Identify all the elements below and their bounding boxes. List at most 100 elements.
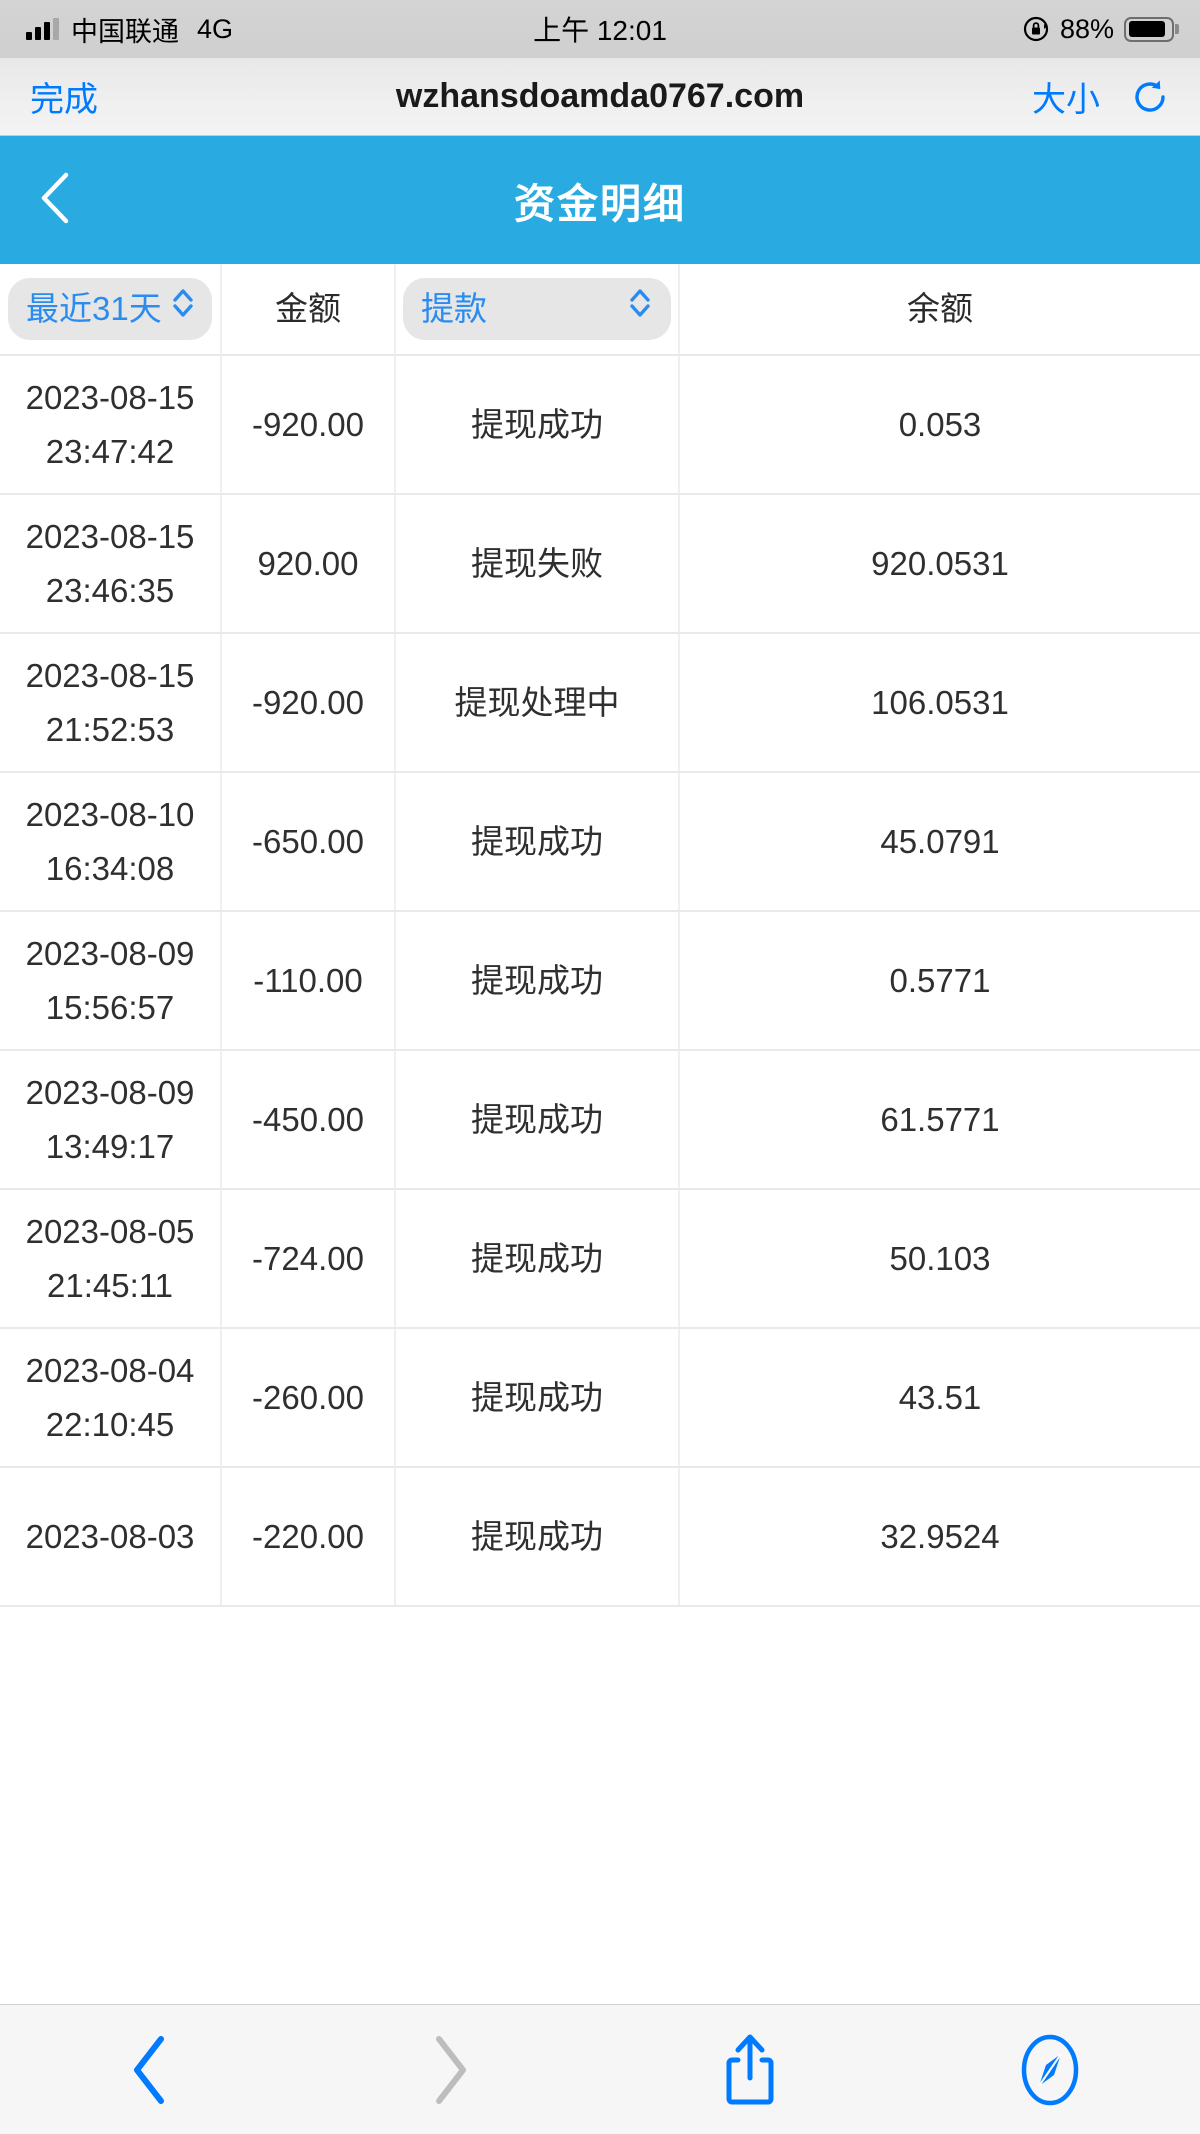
- cell-status: 提现成功: [396, 773, 680, 910]
- cell-date: 2023-08-10: [25, 796, 195, 834]
- balance-header-label: 余额: [907, 290, 973, 328]
- share-button[interactable]: [600, 2032, 900, 2108]
- date-range-dropdown[interactable]: 最近31天: [8, 278, 212, 340]
- carrier-label: 中国联通: [71, 16, 179, 47]
- cell-date: 2023-08-05: [25, 1213, 195, 1251]
- header-cell-amount: 金额: [222, 264, 396, 354]
- back-button[interactable]: [0, 171, 110, 230]
- cell-datetime: 2023-08-15 23:47:42: [0, 356, 222, 493]
- type-filter-label: 提款: [421, 290, 487, 328]
- chevron-left-icon: [128, 2034, 172, 2106]
- cell-date: 2023-08-09: [25, 935, 195, 973]
- type-filter-dropdown[interactable]: 提款: [403, 278, 671, 340]
- cell-status: 提现成功: [396, 1190, 680, 1327]
- cell-time: 13:49:17: [45, 1127, 175, 1165]
- cell-balance: 0.5771: [889, 961, 991, 999]
- network-type-label: 4G: [197, 13, 234, 44]
- ios-status-bar: 中国联通 4G 上午 12:01 88%: [0, 0, 1200, 58]
- table-row[interactable]: 2023-08-05 21:45:11 -724.00 提现成功 50.103: [0, 1190, 1200, 1329]
- table-row[interactable]: 2023-08-09 15:56:57 -110.00 提现成功 0.5771: [0, 912, 1200, 1051]
- cell-date: 2023-08-03: [25, 1517, 195, 1555]
- app-header: 资金明细: [0, 136, 1200, 264]
- cell-datetime: 2023-08-09 13:49:17: [0, 1051, 222, 1188]
- url-bar-right: 大小: [1032, 72, 1170, 121]
- cell-amount: -724.00: [222, 1190, 396, 1327]
- amount-header-label: 金额: [275, 290, 341, 328]
- cell-balance: 61.5771: [880, 1100, 1000, 1138]
- table-row[interactable]: 2023-08-04 22:10:45 -260.00 提现成功 43.51: [0, 1329, 1200, 1468]
- safari-bookmarks-button[interactable]: [900, 2032, 1200, 2108]
- cell-datetime: 2023-08-09 15:56:57: [0, 912, 222, 1049]
- cell-balance: 43.51: [898, 1378, 982, 1416]
- cell-time: 21:52:53: [45, 710, 175, 748]
- url-title[interactable]: wzhansdoamda0767.com: [395, 77, 805, 115]
- cell-status: 提现成功: [396, 912, 680, 1049]
- cell-datetime: 2023-08-15 23:46:35: [0, 495, 222, 632]
- table-header-row: 最近31天 金额 提款 余额: [0, 264, 1200, 356]
- safari-url-bar: 完成 wzhansdoamda0767.com 大小: [0, 58, 1200, 136]
- table-row[interactable]: 2023-08-15 21:52:53 -920.00 提现处理中 106.0531: [0, 634, 1200, 773]
- cell-date: 2023-08-09: [25, 1074, 195, 1112]
- reload-icon[interactable]: [1130, 77, 1170, 117]
- cell-balance: 0.053: [898, 405, 982, 443]
- rotation-lock-icon: [1022, 15, 1050, 43]
- cell-status: 提现成功: [396, 356, 680, 493]
- table-row[interactable]: 2023-08-03 -220.00 提现成功 32.9524: [0, 1468, 1200, 1607]
- cell-status: 提现成功: [396, 1468, 680, 1605]
- cell-status: 提现成功: [396, 1329, 680, 1466]
- table-row[interactable]: 2023-08-15 23:46:35 920.00 提现失败 920.0531: [0, 495, 1200, 634]
- header-cell-date: 最近31天: [0, 264, 222, 354]
- cell-time: 23:46:35: [45, 571, 175, 609]
- cell-balance: 32.9524: [880, 1517, 1000, 1555]
- table-row[interactable]: 2023-08-09 13:49:17 -450.00 提现成功 61.5771: [0, 1051, 1200, 1190]
- signal-bars-icon: [26, 18, 59, 40]
- cell-amount: 920.00: [222, 495, 396, 632]
- cell-datetime: 2023-08-05 21:45:11: [0, 1190, 222, 1327]
- cell-date: 2023-08-15: [25, 518, 195, 556]
- chevron-left-icon: [38, 171, 72, 230]
- cell-amount: -220.00: [222, 1468, 396, 1605]
- table-row[interactable]: 2023-08-10 16:34:08 -650.00 提现成功 45.0791: [0, 773, 1200, 912]
- done-button[interactable]: 完成: [30, 81, 98, 119]
- cell-datetime: 2023-08-15 21:52:53: [0, 634, 222, 771]
- table-row[interactable]: 2023-08-15 23:47:42 -920.00 提现成功 0.053: [0, 356, 1200, 495]
- cell-time: 21:45:11: [46, 1266, 173, 1304]
- share-icon: [722, 2032, 778, 2108]
- cell-time: 15:56:57: [45, 988, 175, 1026]
- status-bar-right: 88%: [1022, 14, 1174, 45]
- cell-status: 提现处理中: [396, 634, 680, 771]
- cell-balance: 920.0531: [871, 544, 1009, 582]
- cell-datetime: 2023-08-03: [0, 1468, 222, 1605]
- cell-status: 提现成功: [396, 1051, 680, 1188]
- cell-amount: -650.00: [222, 773, 396, 910]
- cell-status: 提现失败: [396, 495, 680, 632]
- header-cell-balance: 余额: [680, 264, 1200, 354]
- cell-date: 2023-08-15: [25, 379, 195, 417]
- battery-percent-label: 88%: [1059, 13, 1114, 44]
- cell-time: 23:47:42: [45, 432, 175, 470]
- nav-forward-button[interactable]: [300, 2034, 600, 2106]
- safari-bottom-toolbar: [0, 2004, 1200, 2134]
- cell-time: 16:34:08: [45, 849, 175, 887]
- cell-time: 22:10:45: [45, 1405, 175, 1443]
- cell-amount: -110.00: [222, 912, 396, 1049]
- cell-balance: 106.0531: [871, 683, 1009, 721]
- transactions-table[interactable]: 最近31天 金额 提款 余额 202: [0, 264, 1200, 2004]
- cell-amount: -450.00: [222, 1051, 396, 1188]
- date-range-label: 最近31天: [26, 290, 162, 328]
- compass-icon: [1019, 2032, 1081, 2108]
- nav-back-button[interactable]: [0, 2034, 300, 2106]
- cell-amount: -920.00: [222, 356, 396, 493]
- battery-icon: [1124, 16, 1174, 42]
- cell-amount: -920.00: [222, 634, 396, 771]
- table-body: 2023-08-15 23:47:42 -920.00 提现成功 0.053 2023-0…: [0, 356, 1200, 1607]
- chevron-updown-icon: [627, 283, 653, 334]
- cell-datetime: 2023-08-10 16:34:08: [0, 773, 222, 910]
- cell-date: 2023-08-04: [25, 1352, 195, 1390]
- chevron-right-icon: [428, 2034, 472, 2106]
- cell-balance: 45.0791: [880, 822, 1000, 860]
- page-title: 资金明细: [514, 181, 686, 227]
- text-size-button[interactable]: 大小: [1032, 81, 1100, 119]
- cell-date: 2023-08-15: [25, 657, 195, 695]
